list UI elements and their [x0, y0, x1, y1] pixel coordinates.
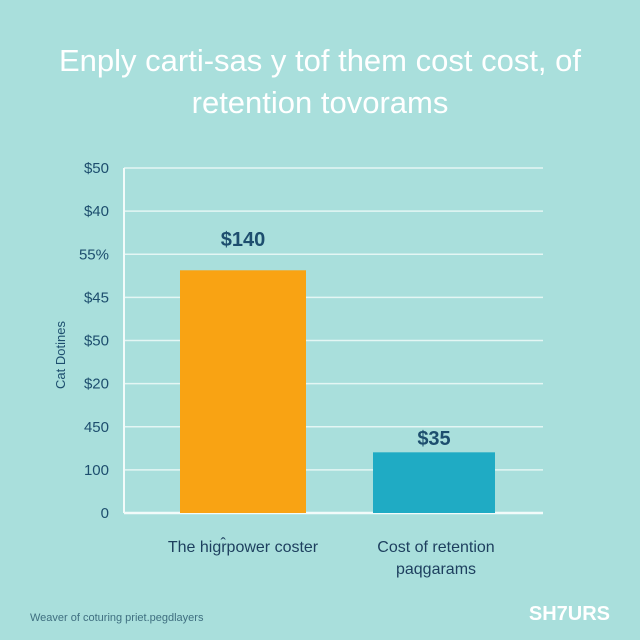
- y-tick-label: $50: [84, 333, 109, 350]
- data-label-1: $35: [417, 428, 450, 450]
- y-tick-label: 450: [84, 419, 109, 436]
- y-axis-label: Cat Dotines: [53, 321, 68, 389]
- y-tick-label: $40: [84, 203, 109, 220]
- y-tick-label: 55%: [79, 246, 109, 263]
- data-label-0: $140: [221, 229, 266, 251]
- chart-title: Enply carti-sas y tof them cost cost, of…: [58, 43, 582, 120]
- brand-logo: SH7URS: [528, 603, 610, 625]
- footer-caption: Weaver of coturing priet.pegdlayers: [30, 612, 204, 624]
- bar-0: [180, 270, 306, 513]
- y-tick-label: $45: [84, 289, 109, 306]
- y-tick-label: $20: [84, 376, 109, 393]
- y-tick-label: 0: [101, 505, 109, 522]
- y-tick-label: 100: [84, 462, 109, 479]
- y-tick-label: $50: [84, 160, 109, 177]
- x-label-0: The higr̂power coster: [167, 539, 319, 556]
- x-label-1: Cost of retention paqgarams: [377, 539, 495, 578]
- bar-1: [373, 452, 495, 513]
